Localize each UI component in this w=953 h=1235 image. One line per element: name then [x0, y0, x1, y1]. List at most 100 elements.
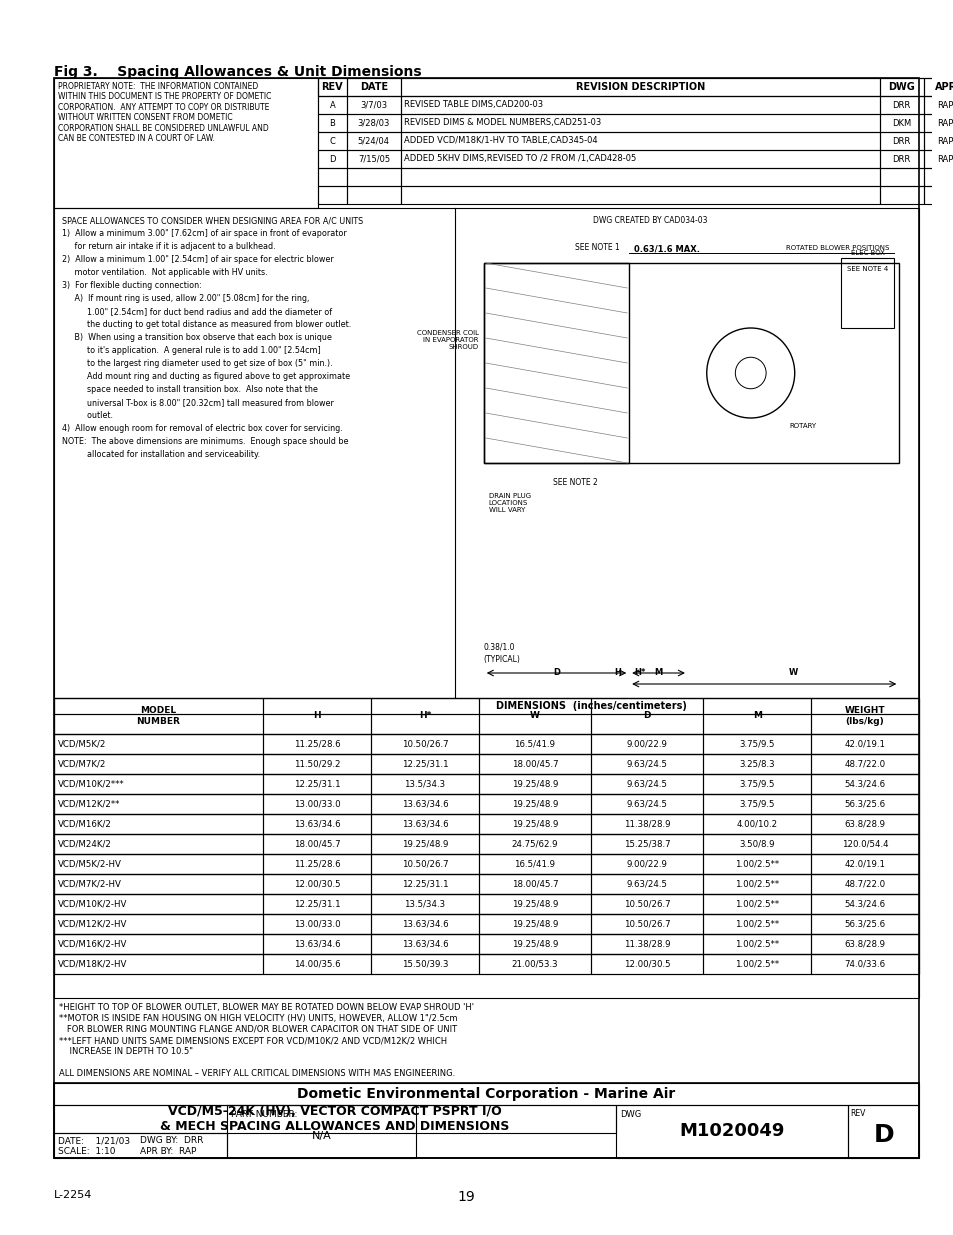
Text: ALL DIMENSIONS ARE NOMINAL – VERIFY ALL CRITICAL DIMENSIONS WITH MAS ENGINEERING: ALL DIMENSIONS ARE NOMINAL – VERIFY ALL …: [58, 1070, 455, 1078]
Text: D: D: [553, 668, 559, 677]
Bar: [53, 814, 263, 834]
Bar: [371, 755, 478, 774]
Bar: [702, 874, 810, 894]
Bar: [53, 953, 918, 974]
Text: space needed to install transition box.  Also note that the: space needed to install transition box. …: [62, 385, 317, 394]
Text: Dometic Environmental Corporation - Marine Air: Dometic Environmental Corporation - Mari…: [296, 1087, 675, 1100]
Bar: [591, 914, 702, 934]
Text: 42.0/19.1: 42.0/19.1: [843, 860, 884, 868]
Text: APR: APR: [934, 82, 953, 91]
Text: 54.3/24.6: 54.3/24.6: [843, 779, 884, 788]
Bar: [591, 874, 702, 894]
Bar: [810, 774, 918, 794]
Text: 9.00/22.9: 9.00/22.9: [626, 740, 667, 748]
Bar: [371, 814, 478, 834]
Text: 18.00/45.7: 18.00/45.7: [511, 760, 558, 768]
Text: H: H: [313, 711, 320, 720]
Bar: [53, 207, 918, 698]
Bar: [371, 734, 478, 755]
Bar: [702, 834, 810, 853]
Text: 4)  Allow enough room for removal of electric box cover for servicing.: 4) Allow enough room for removal of elec…: [62, 424, 342, 433]
Text: 13.63/34.6: 13.63/34.6: [401, 940, 448, 948]
Bar: [400, 186, 879, 204]
Text: ADDED 5KHV DIMS,REVISED TO /2 FROM /1,CAD428-05: ADDED 5KHV DIMS,REVISED TO /2 FROM /1,CA…: [403, 154, 636, 163]
Bar: [317, 96, 347, 114]
Bar: [478, 853, 591, 874]
Text: (TYPICAL): (TYPICAL): [483, 655, 520, 664]
Text: 10.50/26.7: 10.50/26.7: [401, 860, 448, 868]
Bar: [810, 874, 918, 894]
Text: B)  When using a transition box observe that each box is unique: B) When using a transition box observe t…: [62, 333, 331, 342]
Text: allocated for installation and serviceability.: allocated for installation and serviceab…: [62, 450, 259, 459]
Text: 18.00/45.7: 18.00/45.7: [294, 840, 340, 848]
Bar: [53, 698, 918, 998]
Bar: [263, 794, 371, 814]
Bar: [879, 132, 923, 149]
Bar: [263, 734, 371, 755]
Text: 9.63/24.5: 9.63/24.5: [626, 799, 667, 809]
Text: VCD/M10K/2***: VCD/M10K/2***: [57, 779, 124, 788]
Text: DRR: DRR: [892, 100, 910, 110]
Text: DRR: DRR: [892, 137, 910, 146]
Text: 42.0/19.1: 42.0/19.1: [843, 740, 884, 748]
Text: 0.63/1.6 MAX.: 0.63/1.6 MAX.: [634, 245, 700, 254]
Bar: [591, 734, 702, 755]
Bar: [400, 149, 879, 168]
Bar: [879, 149, 923, 168]
Text: ELEC BOX: ELEC BOX: [850, 249, 883, 256]
Bar: [53, 894, 263, 914]
Text: *HEIGHT TO TOP OF BLOWER OUTLET, BLOWER MAY BE ROTATED DOWN BELOW EVAP SHROUD 'H: *HEIGHT TO TOP OF BLOWER OUTLET, BLOWER …: [58, 1003, 473, 1011]
Text: SEE NOTE 2: SEE NOTE 2: [553, 478, 598, 487]
Bar: [53, 755, 918, 774]
Bar: [53, 953, 263, 974]
Bar: [400, 78, 879, 96]
Text: D: D: [642, 711, 650, 720]
Text: 2)  Allow a minimum 1.00" [2.54cm] of air space for electric blower: 2) Allow a minimum 1.00" [2.54cm] of air…: [62, 254, 333, 264]
Text: DWG: DWG: [887, 82, 914, 91]
Text: 4.00/10.2: 4.00/10.2: [736, 820, 777, 829]
Bar: [263, 814, 371, 834]
Text: 12.25/31.1: 12.25/31.1: [294, 779, 340, 788]
Bar: [347, 96, 400, 114]
Text: 14.00/35.6: 14.00/35.6: [294, 960, 340, 968]
Bar: [347, 132, 400, 149]
Text: 9.00/22.9: 9.00/22.9: [626, 860, 667, 868]
Text: 19: 19: [456, 1191, 475, 1204]
Bar: [53, 774, 918, 794]
Text: 24.75/62.9: 24.75/62.9: [511, 840, 558, 848]
Bar: [371, 698, 478, 734]
Text: WEIGHT
(lbs/kg): WEIGHT (lbs/kg): [843, 706, 884, 726]
Bar: [53, 834, 918, 853]
Text: 10.50/26.7: 10.50/26.7: [401, 740, 448, 748]
Text: RAP: RAP: [937, 119, 953, 127]
Bar: [702, 734, 810, 755]
Text: D: D: [329, 154, 335, 163]
Text: DKM: DKM: [891, 119, 910, 127]
Text: VCD/M7K/2-HV: VCD/M7K/2-HV: [57, 879, 121, 888]
Text: A: A: [329, 100, 335, 110]
Text: 13.00/33.0: 13.00/33.0: [294, 920, 340, 929]
Bar: [702, 794, 810, 814]
Text: ROTARY: ROTARY: [789, 424, 816, 429]
Text: 11.38/28.9: 11.38/28.9: [623, 820, 670, 829]
Bar: [840, 258, 893, 329]
Text: VCD/M5K/2: VCD/M5K/2: [57, 740, 106, 748]
Text: 1.00/2.5**: 1.00/2.5**: [735, 940, 779, 948]
Text: 16.5/41.9: 16.5/41.9: [514, 860, 555, 868]
Text: REV: REV: [849, 1109, 864, 1118]
Bar: [263, 774, 371, 794]
Bar: [263, 834, 371, 853]
Text: REVISED DIMS & MODEL NUMBERS,CAD251-03: REVISED DIMS & MODEL NUMBERS,CAD251-03: [403, 119, 600, 127]
Text: 19.25/48.9: 19.25/48.9: [511, 799, 558, 809]
Text: 12.25/31.1: 12.25/31.1: [294, 899, 340, 909]
Bar: [53, 814, 918, 834]
Bar: [53, 774, 263, 794]
Bar: [53, 874, 263, 894]
Bar: [591, 794, 702, 814]
Text: DRAIN PLUG
LOCATIONS
WILL VARY: DRAIN PLUG LOCATIONS WILL VARY: [488, 493, 530, 513]
Bar: [591, 853, 702, 874]
Bar: [347, 168, 400, 186]
Text: 74.0/33.6: 74.0/33.6: [843, 960, 884, 968]
Text: A)  If mount ring is used, allow 2.00" [5.08cm] for the ring,: A) If mount ring is used, allow 2.00" [5…: [62, 294, 309, 303]
Text: 3.25/8.3: 3.25/8.3: [739, 760, 774, 768]
